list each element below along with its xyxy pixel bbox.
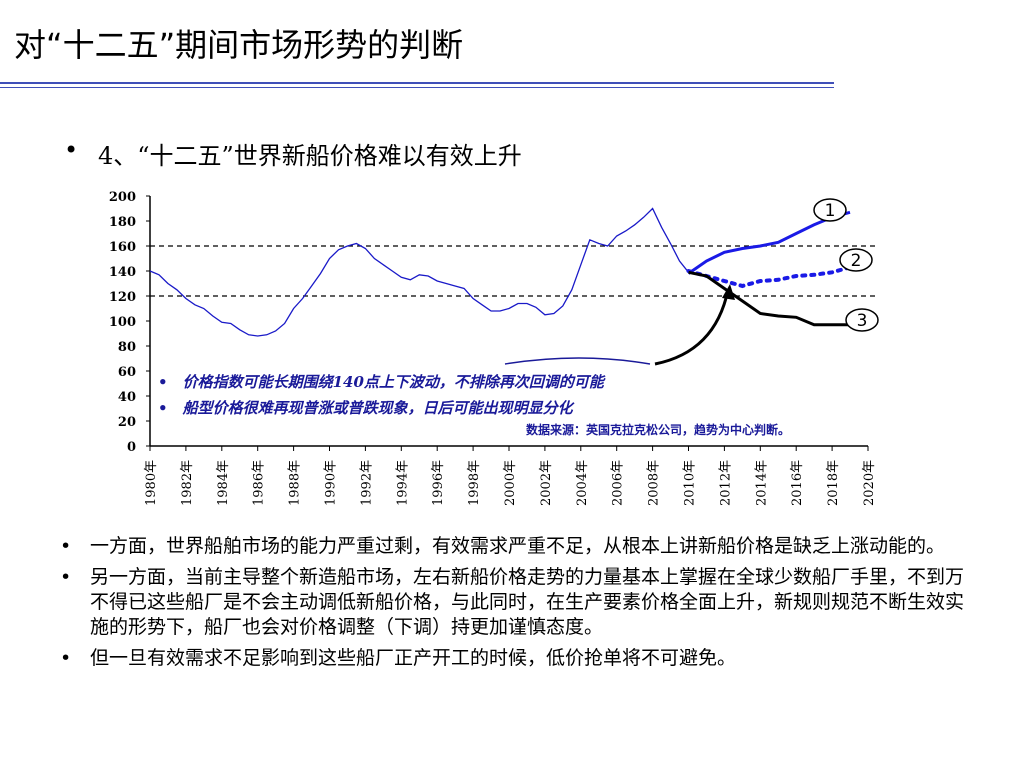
notes-list: • 一方面，世界船舶市场的能力严重过剩，有效需求严重不足，从根本上讲新船价格是缺… xyxy=(60,534,980,677)
series-label-circle xyxy=(839,248,873,272)
y-tick-label: 100 xyxy=(109,315,136,330)
series-label-text: 2 xyxy=(851,251,862,271)
title-underline xyxy=(0,82,834,84)
note-bullet: • xyxy=(60,535,72,557)
series-labels: 1 2 3 xyxy=(813,198,879,332)
x-tick-label: 1988年 xyxy=(288,460,303,506)
note-bullet: • xyxy=(60,647,72,669)
x-tick-label: 2000年 xyxy=(503,460,518,506)
note-bullet: • xyxy=(60,566,72,588)
x-tick-label: 2004年 xyxy=(575,460,590,506)
x-tick-label: 2020年 xyxy=(862,460,877,506)
note-text: 另一方面，当前主导整个新造船市场，左右新船价格走势的力量基本上掌握在全球少数船厂… xyxy=(90,566,965,638)
arrow-head xyxy=(722,284,735,300)
x-tick-label: 1984年 xyxy=(216,460,231,506)
forecast-line-2 xyxy=(686,265,852,289)
note-item-3: • 但一旦有效需求不足影响到这些船厂正产开工的时候，低价抢单将不可避免。 xyxy=(60,646,980,671)
annotation-text: • 价格指数可能长期围绕140点上下波动，不排除再次回调的可能 xyxy=(158,373,606,391)
x-tick-label: 1996年 xyxy=(431,460,446,506)
chart-annotations: • 价格指数可能长期围绕140点上下波动，不排除再次回调的可能 • 船型价格很难再… xyxy=(158,284,790,437)
y-tick-label: 20 xyxy=(118,415,136,430)
y-tick-label: 200 xyxy=(109,190,136,205)
y-tick-label: 160 xyxy=(109,240,136,255)
note-text: 一方面，世界船舶市场的能力严重过剩，有效需求严重不足，从根本上讲新船价格是缺乏上… xyxy=(90,535,946,557)
forecast-line-3 xyxy=(688,270,850,327)
forecast-line-1 xyxy=(687,210,851,275)
historical-price-line xyxy=(149,207,690,337)
annotation-bracket xyxy=(504,357,651,365)
x-tick-label: 2002年 xyxy=(539,460,554,506)
y-tick-label: 120 xyxy=(109,290,136,305)
title-underline-thin xyxy=(0,87,834,88)
x-tick-label: 2006年 xyxy=(611,460,626,506)
annotation-text: • 船型价格很难再现普涨或普跌现象，日后可能出现明显分化 xyxy=(158,399,575,417)
chart-subtitle: 4、“十二五”世界新船价格难以有效上升 xyxy=(98,142,522,170)
y-tick-label: 0 xyxy=(127,440,136,455)
x-tick-label: 1990年 xyxy=(324,460,339,506)
series-label-text: 3 xyxy=(857,311,868,331)
page-title: 对“十二五”期间市场形势的判断 xyxy=(14,26,464,64)
reference-lines xyxy=(150,245,876,297)
y-tick-label: 40 xyxy=(118,390,136,405)
x-tick-label: 2012年 xyxy=(718,460,733,506)
x-tick-label: 2014年 xyxy=(754,460,769,506)
x-tick-label: 1994年 xyxy=(395,460,410,506)
x-tick-label: 2008年 xyxy=(647,460,662,506)
y-tick-label: 60 xyxy=(118,365,136,380)
x-tick-label: 2016年 xyxy=(790,460,805,506)
source-note: 数据来源：英国克拉克松公司，趋势为中心判断。 xyxy=(526,422,790,437)
x-tick-label: 1982年 xyxy=(180,460,195,506)
x-tick-label: 1986年 xyxy=(252,460,267,506)
y-tick-label: 180 xyxy=(109,215,136,230)
note-item-1: • 一方面，世界船舶市场的能力严重过剩，有效需求严重不足，从根本上讲新船价格是缺… xyxy=(60,534,980,559)
series-label-circle xyxy=(813,198,847,222)
x-tick-label: 2018年 xyxy=(826,460,841,506)
note-item-2: • 另一方面，当前主导整个新造船市场，左右新船价格走势的力量基本上掌握在全球少数… xyxy=(60,565,980,640)
chart-series xyxy=(149,207,852,337)
subtitle-bullet: • xyxy=(64,136,79,164)
annotation-arrow xyxy=(654,289,730,366)
x-tick-label: 1998年 xyxy=(467,460,482,506)
series-label-text: 1 xyxy=(825,201,836,221)
x-tick-label: 2010年 xyxy=(683,460,698,506)
note-text: 但一旦有效需求不足影响到这些船厂正产开工的时候，低价抢单将不可避免。 xyxy=(90,647,737,669)
x-tick-label: 1992年 xyxy=(359,460,374,506)
y-tick-label: 140 xyxy=(109,265,136,280)
x-tick-label: 1980年 xyxy=(144,460,159,506)
series-label-circle xyxy=(845,308,879,332)
y-tick-label: 80 xyxy=(118,340,136,355)
